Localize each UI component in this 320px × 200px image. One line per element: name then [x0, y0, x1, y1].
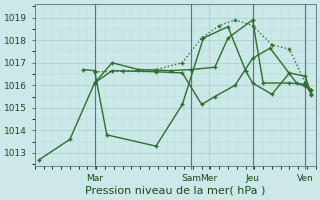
- X-axis label: Pression niveau de la mer( hPa ): Pression niveau de la mer( hPa ): [85, 186, 266, 196]
